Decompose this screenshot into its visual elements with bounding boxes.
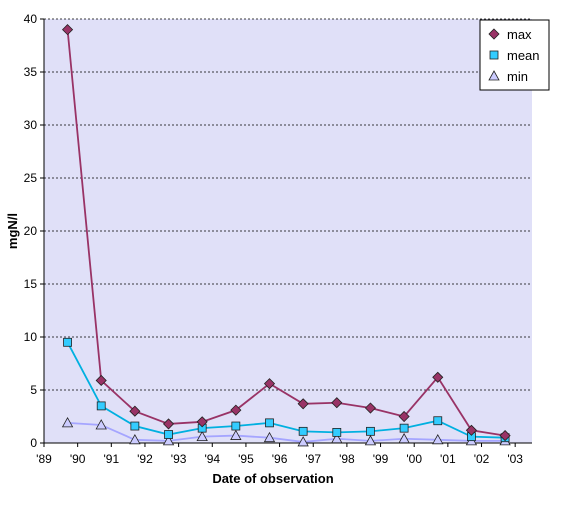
data-point-mean bbox=[96, 401, 106, 411]
series-layer bbox=[61, 24, 511, 447]
data-point-mean bbox=[332, 427, 342, 437]
data-point-max bbox=[263, 378, 276, 390]
data-point-max bbox=[398, 410, 410, 423]
x-tick-label: '95 bbox=[238, 452, 254, 466]
data-point-mean bbox=[399, 423, 409, 433]
data-point-max bbox=[95, 374, 107, 387]
data-point-max bbox=[499, 430, 511, 442]
y-axis-title: mgN/l bbox=[5, 213, 20, 249]
data-point-mean bbox=[164, 430, 173, 439]
data-point-mean bbox=[63, 337, 72, 347]
y-tick-label: 5 bbox=[30, 383, 37, 397]
data-point-mean bbox=[130, 421, 140, 431]
y-tick-label: 0 bbox=[30, 436, 37, 450]
x-tick-label: '01 bbox=[440, 452, 456, 466]
x-tick-label: '90 bbox=[70, 452, 86, 466]
series-line-mean bbox=[66, 341, 506, 439]
x-tick-label: '00 bbox=[406, 452, 422, 466]
data-point-min bbox=[129, 433, 141, 445]
x-tick-label: '94 bbox=[204, 452, 220, 466]
y-tick-label: 35 bbox=[24, 65, 38, 79]
legend-marker-min bbox=[488, 70, 500, 81]
series-min bbox=[61, 417, 511, 447]
data-point-max bbox=[432, 371, 444, 383]
legend-label-mean: mean bbox=[507, 48, 540, 63]
legend-marker-max bbox=[488, 28, 500, 40]
data-point-max bbox=[364, 402, 377, 414]
x-tick-label: '91 bbox=[103, 452, 119, 466]
axes: 0 5 10 15 20 25 30 35 40 '89 '90 '91 '92 '93 '94 '95 '96… bbox=[24, 12, 532, 466]
y-tick-label: 20 bbox=[24, 224, 38, 238]
series-line-max bbox=[66, 29, 506, 437]
data-point-max bbox=[162, 418, 175, 430]
data-point-min bbox=[398, 432, 410, 444]
data-point-mean bbox=[433, 416, 443, 426]
data-point-min bbox=[230, 429, 242, 440]
x-tick-label: '98 bbox=[339, 452, 355, 466]
x-tick-label: '03 bbox=[507, 452, 523, 466]
y-tick-label: 10 bbox=[24, 330, 38, 344]
data-point-min bbox=[162, 435, 175, 446]
data-point-min bbox=[196, 430, 208, 442]
data-point-max bbox=[297, 398, 309, 410]
legend: max mean min bbox=[479, 19, 550, 91]
data-point-mean bbox=[366, 426, 375, 436]
data-point-min bbox=[263, 431, 276, 443]
series-max bbox=[61, 24, 511, 442]
x-tick-label: '92 bbox=[137, 452, 153, 466]
data-point-max bbox=[331, 397, 343, 409]
legend-label-min: min bbox=[507, 69, 528, 84]
data-point-max bbox=[196, 416, 208, 428]
y-tick-label: 40 bbox=[24, 12, 38, 26]
data-point-min bbox=[95, 419, 107, 430]
legend-marker-mean bbox=[489, 50, 499, 60]
data-point-mean bbox=[298, 426, 308, 436]
x-tick-label: '99 bbox=[373, 452, 389, 466]
data-point-max bbox=[465, 424, 477, 436]
data-point-max bbox=[61, 24, 74, 36]
grid-lines bbox=[44, 18, 532, 391]
data-point-max bbox=[129, 405, 141, 417]
x-tick-label: '96 bbox=[272, 452, 288, 466]
data-point-min bbox=[61, 417, 74, 428]
legend-label-max: max bbox=[507, 27, 532, 42]
x-axis-title: Date of observation bbox=[212, 471, 333, 486]
x-tick-label: '02 bbox=[474, 452, 490, 466]
x-tick-label: '89 bbox=[36, 452, 52, 466]
x-tick-label: '93 bbox=[171, 452, 187, 466]
series-line-min bbox=[67, 421, 506, 443]
data-point-mean bbox=[231, 421, 241, 431]
data-point-min bbox=[331, 432, 343, 444]
data-point-max bbox=[230, 404, 242, 416]
y-tick-label: 15 bbox=[24, 277, 38, 291]
data-point-min bbox=[432, 433, 444, 445]
y-tick-label: 25 bbox=[24, 171, 38, 185]
x-tick-label: '97 bbox=[305, 452, 321, 466]
data-point-mean bbox=[265, 418, 274, 428]
data-point-min bbox=[297, 436, 309, 447]
y-tick-label: 30 bbox=[24, 118, 38, 132]
data-point-min bbox=[364, 435, 377, 446]
